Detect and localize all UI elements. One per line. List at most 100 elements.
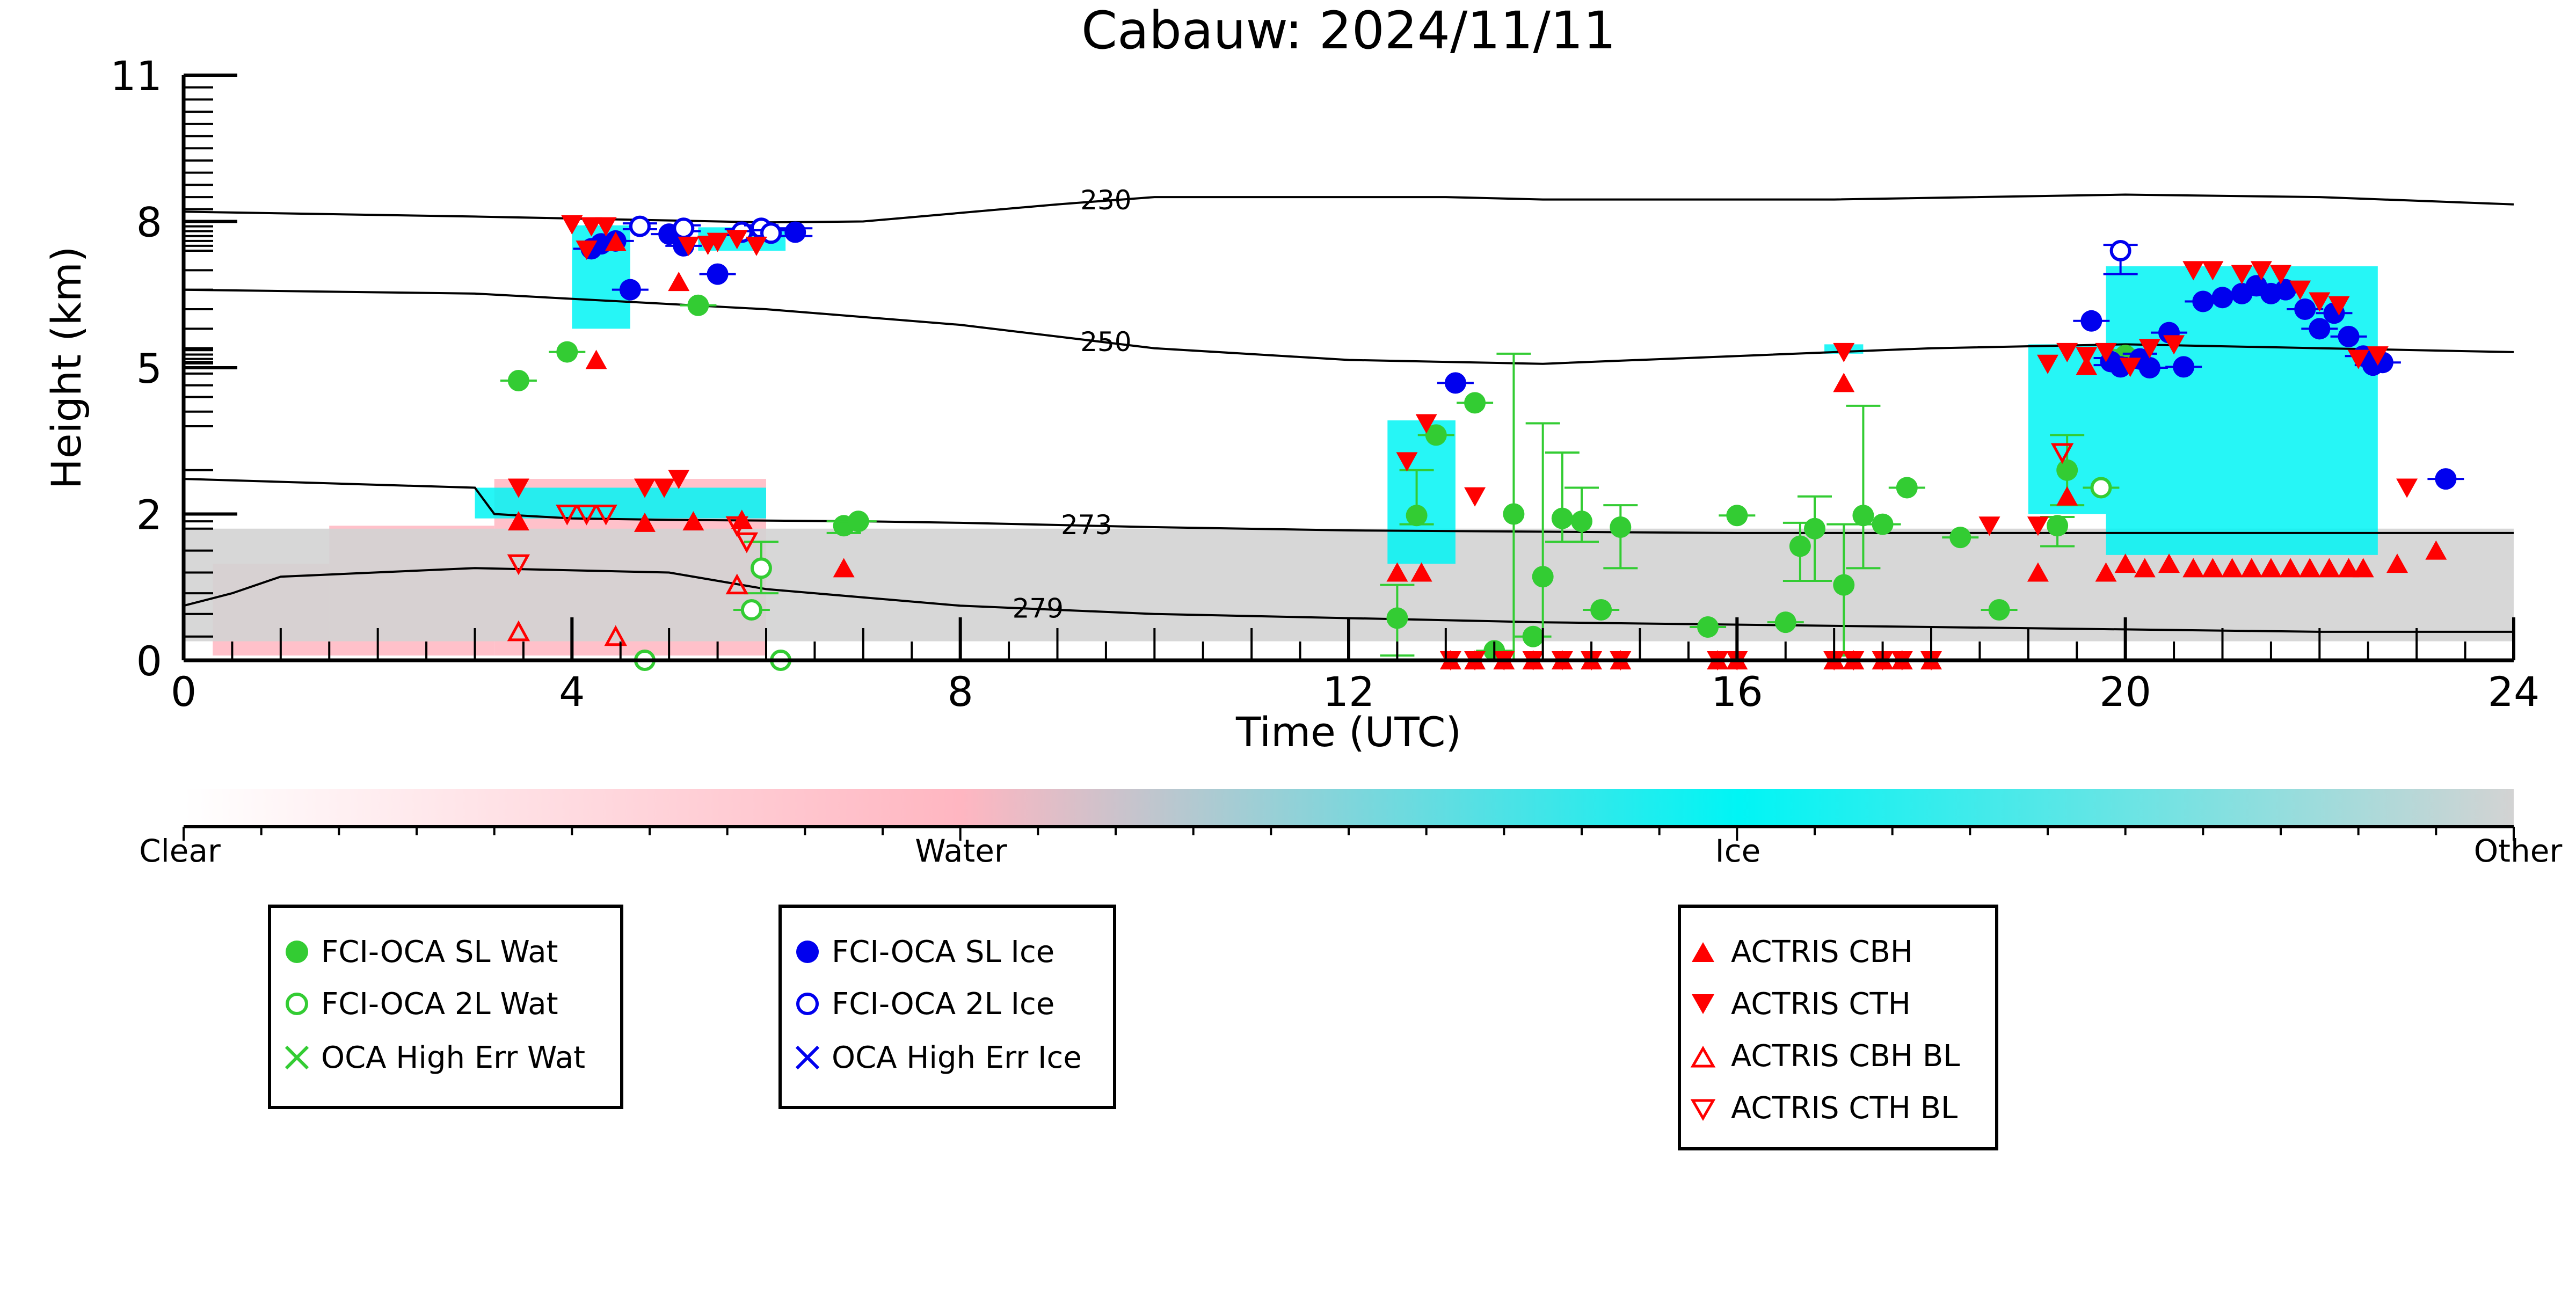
marker-actris-cth-bl [575,505,598,526]
y-axis-label: Height (km) [42,246,90,490]
marker-actris-cbh [605,231,627,251]
marker-fci-oca-sl-ice [2192,290,2214,312]
x-tick-label: 16 [1711,668,1763,716]
legend-label-sl-wat: FCI-OCA SL Wat [321,935,558,970]
marker-actris-cbh [833,558,855,578]
marker-actris-cbh-bl [725,573,748,595]
marker-actris-cth [2270,265,2291,285]
legend-marker-cbh [1692,942,1714,962]
marker-actris-cth [726,230,748,250]
marker-actris-cth [2250,261,2272,281]
chart-title: Cabauw: 2024/11/11 [1081,1,1616,61]
marker-actris-cbh [585,349,607,369]
marker-actris-cbh [2027,562,2049,582]
marker-actris-cth [561,215,583,235]
marker-actris-cth [634,478,656,498]
marker-actris-cbh [731,509,753,529]
x-tick-label: 8 [947,668,973,716]
marker-actris-cbh [2134,558,2156,578]
legend-actris-box [1678,905,1998,1150]
marker-fci-oca-sl-wat [2056,459,2078,481]
marker-actris-cbh [2202,558,2224,578]
marker-actris-cbh [2352,558,2374,578]
marker-actris-cth [2163,335,2185,355]
marker-actris-cth [2347,349,2369,369]
marker-actris-cth [2231,265,2253,285]
legend-label-cth: ACTRIS CTH [1731,987,1911,1022]
marker-actris-cth [2309,292,2331,312]
marker-actris-cbh [2056,486,2078,506]
marker-actris-cth-bl [725,516,748,537]
marker-fci-oca-2l-wat [750,557,772,579]
marker-actris-cbh [2158,553,2180,573]
data-markers [500,215,2464,671]
contour-line-273 [184,478,2514,534]
legend-marker-2l-ice [796,993,819,1015]
y-tick-label: 8 [136,199,162,246]
legend-marker-sl-wat [286,941,308,963]
x-ticks: 0 4 8 12 16 20 24 [171,617,2539,716]
marker-fci-oca-sl-wat [1872,513,1894,535]
marker-fci-oca-sl-ice [619,279,641,301]
marker-actris-cth [1464,487,1486,507]
marker-actris-cth [2037,354,2058,374]
y-ticks: 0 2 5 8 11 [110,52,237,685]
marker-actris-cth [668,470,690,490]
marker-fci-oca-sl-ice [2275,279,2297,301]
legend-label-cth-bl: ACTRIS CTH BL [1731,1091,1958,1126]
marker-actris-cth [576,240,598,260]
marker-actris-cth-bl [556,505,579,526]
marker-fci-oca-sl-wat [847,511,869,533]
marker-fci-oca-2l-ice [2109,240,2131,261]
colorbar-gradient [184,789,2514,827]
legend-water: FCI-OCA SL Wat FCI-OCA 2L Wat OCA High E… [268,905,623,1109]
marker-fci-oca-2l-wat [740,599,762,621]
marker-fci-oca-sl-wat [1610,516,1632,538]
marker-actris-cth-bl [507,554,530,575]
marker-actris-cth [2027,516,2049,536]
legend-label-cbh-bl: ACTRIS CBH BL [1731,1039,1960,1074]
marker-fci-oca-sl-ice [2211,287,2233,309]
marker-actris-cbh [2240,558,2262,578]
legend-water-box [268,905,623,1109]
marker-fci-oca-sl-ice [1444,372,1466,394]
marker-fci-oca-sl-ice [2338,325,2360,347]
marker-fci-oca-sl-ice [2080,310,2102,332]
marker-actris-cbh-bl [604,625,627,646]
marker-fci-oca-sl-wat [2047,515,2069,537]
x-tick-label: 20 [2099,668,2151,716]
marker-fci-oca-2l-ice [629,215,651,237]
marker-fci-oca-sl-wat [1697,616,1719,638]
legend-marker-cth-bl [1690,1099,1716,1121]
colorbar-label-other: Other [2474,833,2563,869]
marker-fci-oca-sl-wat [1804,518,1825,540]
marker-actris-cth [1978,516,2000,536]
legend-label-2l-ice: FCI-OCA 2L Ice [832,987,1054,1022]
marker-actris-cbh [2386,553,2408,573]
colorbar-ticks [183,827,2515,841]
marker-actris-cbh [2318,558,2340,578]
marker-fci-oca-sl-wat [1726,505,1748,527]
legend-label-higherr-wat: OCA High Err Wat [321,1040,585,1075]
legend-marker-higherr-wat [285,1045,309,1070]
x-axis-label: Time (UTC) [1235,708,1461,756]
legend-label-higherr-ice: OCA High Err Ice [832,1040,1082,1075]
marker-fci-oca-sl-ice [2173,356,2195,378]
marker-actris-cth [507,478,529,498]
marker-fci-oca-sl-wat [1532,566,1554,588]
legend-label-cbh: ACTRIS CBH [1731,935,1913,970]
y-tick-label: 2 [136,491,162,539]
marker-fci-oca-2l-ice [673,217,695,239]
marker-actris-cth [2202,261,2224,281]
marker-fci-oca-sl-wat [1852,505,1874,527]
marker-fci-oca-sl-ice [2294,298,2316,320]
legend-label-sl-ice: FCI-OCA SL Ice [832,935,1054,970]
marker-fci-oca-sl-wat [1833,574,1855,596]
marker-actris-cth [2076,347,2098,367]
marker-actris-cth [2056,342,2078,362]
axes: 0 2 5 8 11 0 4 8 12 16 20 24 [110,52,2539,716]
marker-actris-cth [2182,261,2204,281]
marker-fci-oca-sl-ice [2435,468,2457,490]
marker-actris-cth-bl [594,505,617,526]
